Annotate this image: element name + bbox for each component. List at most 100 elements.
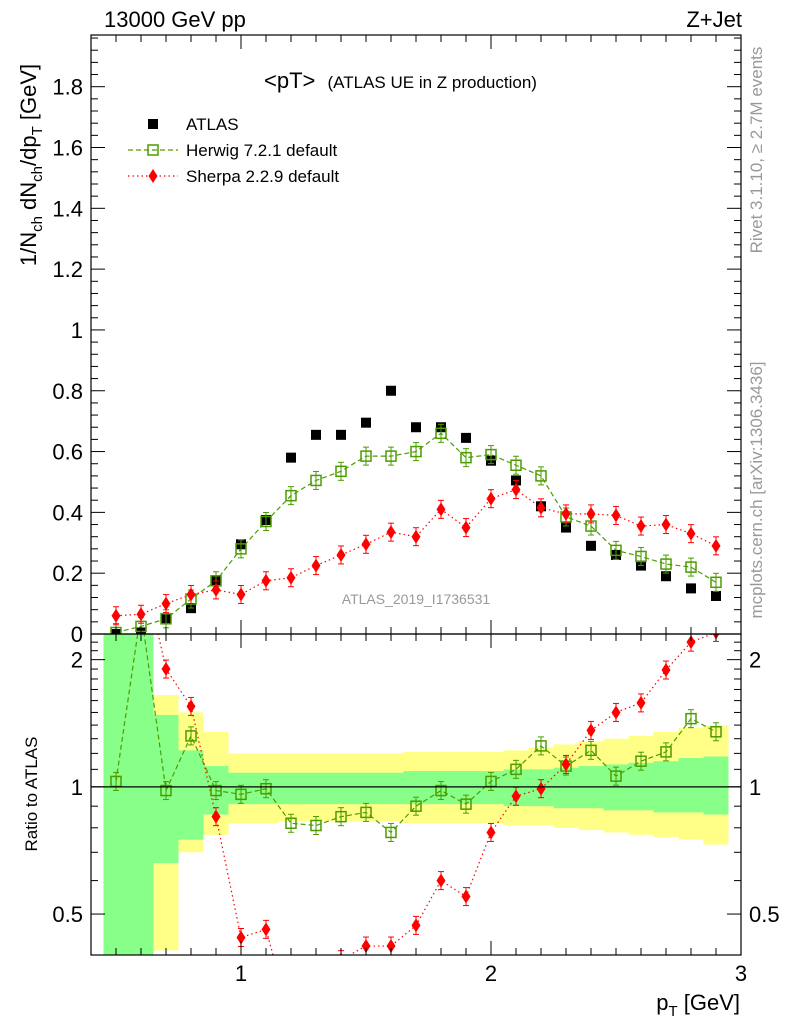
xlabel-p: p	[656, 990, 668, 1015]
ratio-sherpa-point-20	[611, 705, 621, 720]
band-stat-8	[303, 772, 329, 805]
ratio-herwig-point-21	[635, 755, 647, 767]
main-sherpa-point-18	[561, 506, 571, 521]
analysis-watermark: ATLAS_2019_I1736531	[342, 591, 491, 607]
ylabel-sub-ch2: ch	[29, 166, 46, 182]
main-sherpa-point-13	[436, 502, 446, 517]
data-marks	[110, 385, 722, 992]
ratio-sherpa-point-6	[261, 922, 271, 937]
main-atlas-point-22	[661, 571, 671, 582]
main-herwig-point-6	[260, 515, 272, 528]
ratio-sherpa-point-15	[486, 825, 496, 840]
main-atlas-point-7	[286, 452, 296, 463]
ratio-sherpa-point-4	[211, 809, 221, 824]
ratio-herwig-point-19	[585, 744, 597, 757]
main-atlas-point-23	[686, 583, 696, 594]
main-sherpa-point-10	[361, 537, 371, 552]
main-atlas-point-9	[336, 429, 346, 440]
ratio-sherpa-point-2	[161, 662, 171, 677]
main-ytick-label-5: 1	[71, 318, 83, 343]
ratio-sherpa-point-8	[312, 978, 321, 992]
ratio-sherpa-point-23	[686, 635, 696, 650]
y-axis-label-ratio: Ratio to ATLAS	[22, 737, 41, 852]
ratio-ytick-label-right-1: 1	[749, 775, 761, 800]
main-sherpa-point-11	[386, 525, 396, 540]
main-herwig-point-23	[685, 561, 697, 573]
ratio-sherpa-point-10	[361, 939, 371, 954]
main-herwig-point-5	[235, 543, 247, 555]
xtick-label-0: 1	[235, 961, 247, 986]
rivet-version-note: Rivet 3.1.10, ≥ 2.7M events	[747, 47, 766, 254]
main-ytick-label-1: 0.2	[52, 561, 83, 586]
main-herwig-point-12	[410, 445, 422, 458]
band-stat-0	[103, 634, 129, 955]
ratio-sherpa-point-12	[411, 918, 421, 933]
band-stat-11	[378, 772, 404, 805]
ratio-ytick-label-right-2: 2	[749, 648, 761, 673]
main-sherpa-point-12	[411, 529, 421, 544]
ratio-herwig-point-22	[660, 746, 672, 758]
ylabel-part-a: 1/N	[16, 232, 41, 266]
main-herwig-point-17	[535, 470, 547, 482]
band-stat-23	[678, 758, 704, 813]
legend-herwig: Herwig 7.2.1 default	[186, 141, 337, 160]
band-stat-24	[703, 756, 729, 815]
main-herwig-point-11	[385, 450, 397, 462]
ratio-ytick-label-left-2: 2	[71, 648, 83, 673]
legend-atlas-marker	[148, 119, 158, 129]
ratio-herwig-point-24	[710, 726, 722, 738]
main-sherpa-point-7	[286, 570, 296, 585]
ratio-sherpa-point-0	[112, 550, 121, 564]
legend-sherpa: Sherpa 2.2.9 default	[186, 167, 339, 186]
main-herwig-point-8	[310, 474, 322, 487]
main-herwig-point-16	[510, 459, 522, 471]
main-herwig-point-22	[660, 558, 672, 570]
ratio-sherpa-point-21	[636, 695, 646, 710]
main-sherpa-point-9	[336, 547, 346, 562]
ratio-markers	[110, 550, 722, 992]
ratio-herwig-point-7	[285, 817, 297, 830]
y-axis-label-top: 1/Nch dNch/dpT [GeV]	[16, 64, 46, 266]
main-sherpa-point-3	[186, 587, 196, 602]
legend-herwig-marker	[147, 144, 159, 156]
main-sherpa-point-19	[586, 506, 596, 521]
main-sherpa-point-1	[136, 607, 146, 622]
ratio-sherpa-point-14	[461, 889, 471, 904]
ratio-herwig-point-17	[535, 740, 547, 752]
ylabel-part-c: /dp	[16, 135, 41, 166]
main-sherpa-point-2	[161, 596, 171, 611]
ratio-herwig-point-9	[335, 810, 347, 823]
energy-label: 13000 GeV pp	[104, 7, 246, 32]
xlabel-sub-t: T	[668, 1003, 677, 1020]
main-ytick-label-3: 0.6	[52, 440, 83, 465]
main-atlas-point-14	[461, 432, 471, 443]
ratio-herwig-point-10	[360, 806, 372, 819]
chart-subtitle: (ATLAS UE in Z production)	[328, 73, 537, 92]
main-sherpa-point-15	[486, 491, 496, 506]
ratio-sherpa-point-18	[561, 757, 571, 772]
main-ytick-label-4: 0.8	[52, 379, 83, 404]
ratio-herwig-point-11	[385, 826, 397, 839]
ratio-herwig-point-6	[260, 782, 272, 795]
ratio-herwig-point-8	[310, 819, 322, 832]
main-herwig-point-14	[460, 451, 472, 464]
main-herwig-point-10	[360, 450, 372, 462]
main-herwig-point-7	[285, 489, 297, 502]
ratio-sherpa-point-22	[661, 663, 671, 678]
main-sherpa-point-22	[661, 517, 671, 532]
main-herwig-point-21	[635, 550, 647, 563]
ratio-sherpa-point-16	[511, 789, 521, 804]
ratio-herwig-point-4	[210, 784, 222, 797]
main-sherpa-point-23	[686, 526, 696, 541]
main-sherpa-point-24	[711, 538, 721, 553]
legend-atlas: ATLAS	[186, 115, 239, 134]
main-sherpa-point-0	[111, 608, 121, 623]
main-ytick-label-0: 0	[71, 622, 83, 647]
x-axis-label: pT [GeV]	[656, 990, 740, 1020]
main-ytick-label-7: 1.4	[52, 196, 83, 221]
legend-sherpa-marker	[148, 169, 158, 183]
ratio-sherpa-point-11	[386, 939, 396, 954]
ratio-herwig-point-12	[410, 800, 422, 812]
ratio-herwig-point-3	[185, 730, 197, 742]
